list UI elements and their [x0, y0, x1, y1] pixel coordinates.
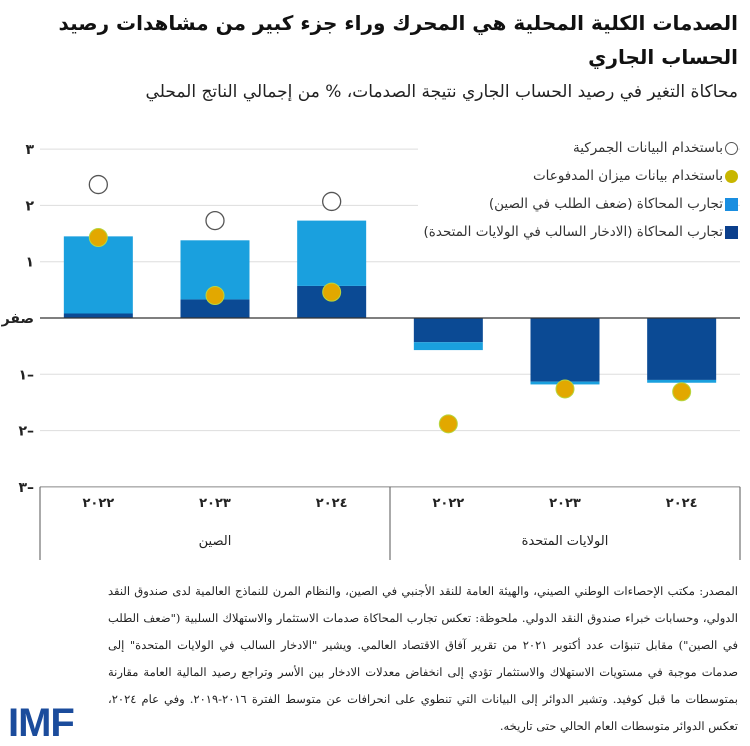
point-bop [205, 285, 225, 305]
legend: باستخدام البيانات الجمركية باستخدام بيان… [417, 134, 738, 246]
bar-us-dissaving [180, 299, 250, 318]
x-tick-label: ٢٠٢٤ [666, 496, 698, 511]
chart: ٣ ٢ ١ صفر ١– ٢– ٣– ٢٠٢٢ ٢٠٢٣ ٢٠٢٤ ٢٠٢٢ ٢٠٢٣ ٢٠٢٤ الصي… [1, 142, 741, 560]
legend-item-customs: باستخدام البيانات الجمركية [424, 134, 738, 162]
point-bop [88, 227, 108, 247]
light-blue-square-icon [725, 197, 738, 211]
x-tick-label: ٢٠٢٣ [549, 496, 581, 511]
bar-us-dissaving [413, 318, 483, 343]
bar-us-dissaving [530, 318, 600, 382]
chart-subtitle: محاكاة التغير في رصيد الحساب الجاري نتيج… [145, 82, 738, 102]
point-bop [438, 414, 458, 434]
dark-blue-square-icon [725, 225, 738, 239]
group-label-us: الولايات المتحدة [522, 534, 609, 549]
bar-us-dissaving [647, 318, 717, 380]
point-customs [205, 210, 225, 231]
legend-label: تجارب المحاكاة (الادخار السالب في الولاي… [423, 224, 723, 240]
bar-china-demand [297, 220, 367, 286]
footnote: المصدر: مكتب الإحصاءات الوطني الصيني، وا… [108, 584, 738, 733]
point-customs [88, 174, 108, 195]
point-bop [555, 379, 575, 399]
x-tick-label: ٢٠٢٢ [82, 496, 114, 511]
legend-label: تجارب المحاكاة (ضعف الطلب في الصين) [488, 196, 723, 212]
bar-us-dissaving [63, 313, 133, 318]
y-tick-label: ١ [25, 255, 34, 271]
imf-logo: IMF [8, 701, 75, 745]
group-label-china: الصين [199, 534, 232, 549]
bar-china-demand [413, 342, 483, 351]
y-tick-label: ٣ [25, 142, 34, 158]
x-tick-label: ٢٠٢٣ [199, 496, 231, 511]
hollow-circle-icon [725, 141, 738, 155]
x-tick-label: ٢٠٢٤ [316, 496, 348, 511]
legend-label: باستخدام بيانات ميزان المدفوعات [532, 168, 723, 184]
filled-circle-icon [725, 169, 738, 183]
legend-item-bop: باستخدام بيانات ميزان المدفوعات [424, 162, 738, 190]
y-tick-label: ٢ [25, 198, 34, 214]
y-tick-label: ٢– [18, 424, 34, 440]
legend-item-china-demand: تجارب المحاكاة (ضعف الطلب في الصين) [424, 190, 738, 218]
y-tick-label: ١– [18, 367, 34, 383]
point-customs [322, 191, 342, 212]
legend-item-us-dissaving: تجارب المحاكاة (الادخار السالب في الولاي… [424, 218, 738, 246]
point-bop [672, 382, 692, 402]
y-tick-label: ٣– [18, 480, 34, 496]
y-tick-label: صفر [1, 311, 34, 327]
bar-china-demand [63, 236, 133, 314]
point-bop [322, 282, 342, 302]
bar-china-demand [647, 379, 717, 383]
x-tick-label: ٢٠٢٢ [432, 496, 464, 511]
chart-title: الصدمات الكلية المحلية هي المحرك وراء جز… [58, 11, 738, 69]
legend-label: باستخدام البيانات الجمركية [572, 140, 723, 156]
